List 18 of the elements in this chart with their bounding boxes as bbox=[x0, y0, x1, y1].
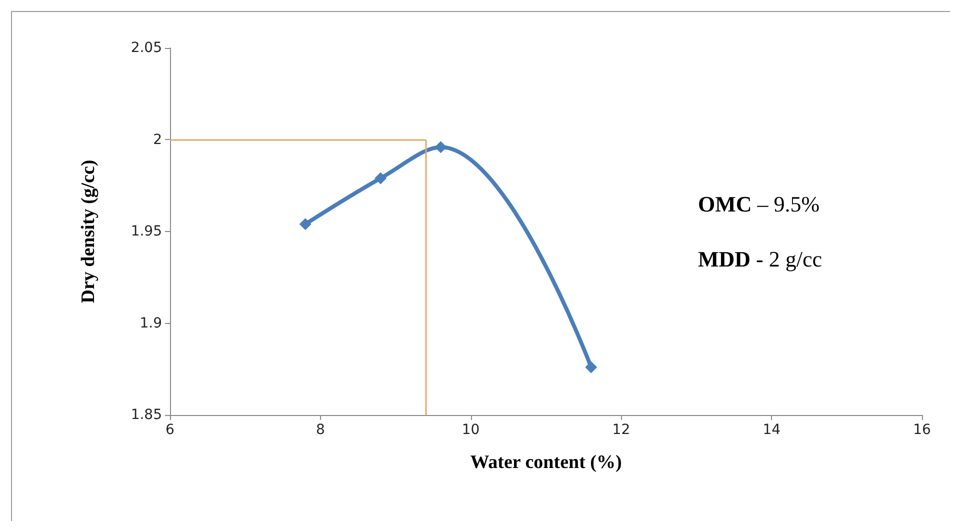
x-tick-label: 16 bbox=[913, 422, 931, 438]
y-tick-label: 2.05 bbox=[130, 40, 162, 56]
y-tick-label: 1.9 bbox=[140, 315, 162, 332]
y-tick-label: 1.85 bbox=[130, 407, 162, 423]
y-tick-label: 2 bbox=[153, 132, 162, 148]
x-tick-label: 8 bbox=[316, 422, 325, 438]
point bbox=[585, 361, 598, 374]
y-tick-label: 1.95 bbox=[130, 224, 162, 240]
y-axis-title: Dry density (g/cc) bbox=[78, 160, 99, 304]
x-axis-title: Water content (%) bbox=[470, 452, 622, 473]
x-tick-label: 12 bbox=[612, 422, 630, 438]
x-tick-label: 14 bbox=[762, 422, 781, 438]
point bbox=[374, 172, 387, 184]
x-tick-label: 10 bbox=[462, 422, 480, 438]
point bbox=[299, 218, 312, 230]
x-tick-label: 6 bbox=[166, 422, 175, 438]
annotation: OMC – 9.5% bbox=[698, 192, 820, 216]
annotation: MDD - 2 g/cc bbox=[698, 246, 822, 272]
